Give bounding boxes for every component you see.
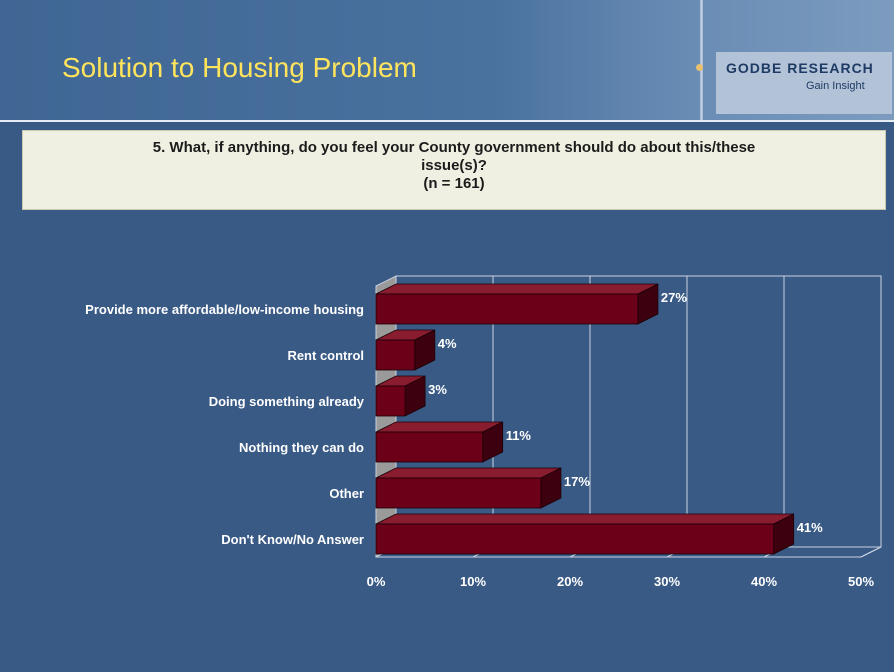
x-tick-label: 10% — [460, 574, 486, 589]
data-label: 17% — [564, 474, 590, 489]
category-label: Other — [329, 486, 364, 501]
category-label: Doing something already — [209, 394, 365, 409]
x-tick-label: 30% — [654, 574, 680, 589]
data-label: 41% — [797, 520, 823, 535]
bar-chart: 0% 10% 20% 30% 40% 50% 27% Provide more afforda… — [85, 275, 882, 589]
bar — [375, 477, 542, 509]
question-line-3: (n = 161) — [423, 175, 485, 192]
bar — [375, 431, 484, 463]
question-box: 5. What, if anything, do you feel your C… — [22, 130, 886, 210]
slide-title: Solution to Housing Problem — [62, 52, 417, 83]
bar-top — [375, 513, 794, 525]
bar-top — [375, 467, 562, 479]
logo-tagline: Gain Insight — [806, 80, 865, 92]
header-divider — [700, 0, 703, 120]
question-line-1: 5. What, if anything, do you feel your C… — [152, 139, 756, 156]
gridline-floor — [860, 546, 882, 558]
logo-name: GODBE RESEARCH — [726, 60, 874, 76]
bar-top — [375, 283, 659, 295]
bar — [375, 339, 416, 371]
bar — [375, 385, 406, 417]
category-label: Nothing they can do — [239, 440, 364, 455]
x-tick-label: 0% — [367, 574, 386, 589]
data-label: 27% — [661, 290, 687, 305]
x-tick-label: 20% — [557, 574, 583, 589]
category-label: Don't Know/No Answer — [221, 532, 364, 547]
category-label: Rent control — [287, 348, 364, 363]
bar — [375, 523, 775, 555]
question-line-2: issue(s)? — [421, 157, 487, 174]
bar — [375, 293, 639, 325]
bar-top — [375, 421, 503, 433]
x-tick-label: 50% — [848, 574, 874, 589]
logo-dot-icon — [696, 64, 703, 71]
x-tick-label: 40% — [751, 574, 777, 589]
data-label: 4% — [438, 336, 457, 351]
data-label: 11% — [506, 428, 532, 443]
logo-box — [716, 52, 892, 114]
data-label: 3% — [428, 382, 447, 397]
category-label: Provide more affordable/low-income housi… — [85, 302, 364, 317]
